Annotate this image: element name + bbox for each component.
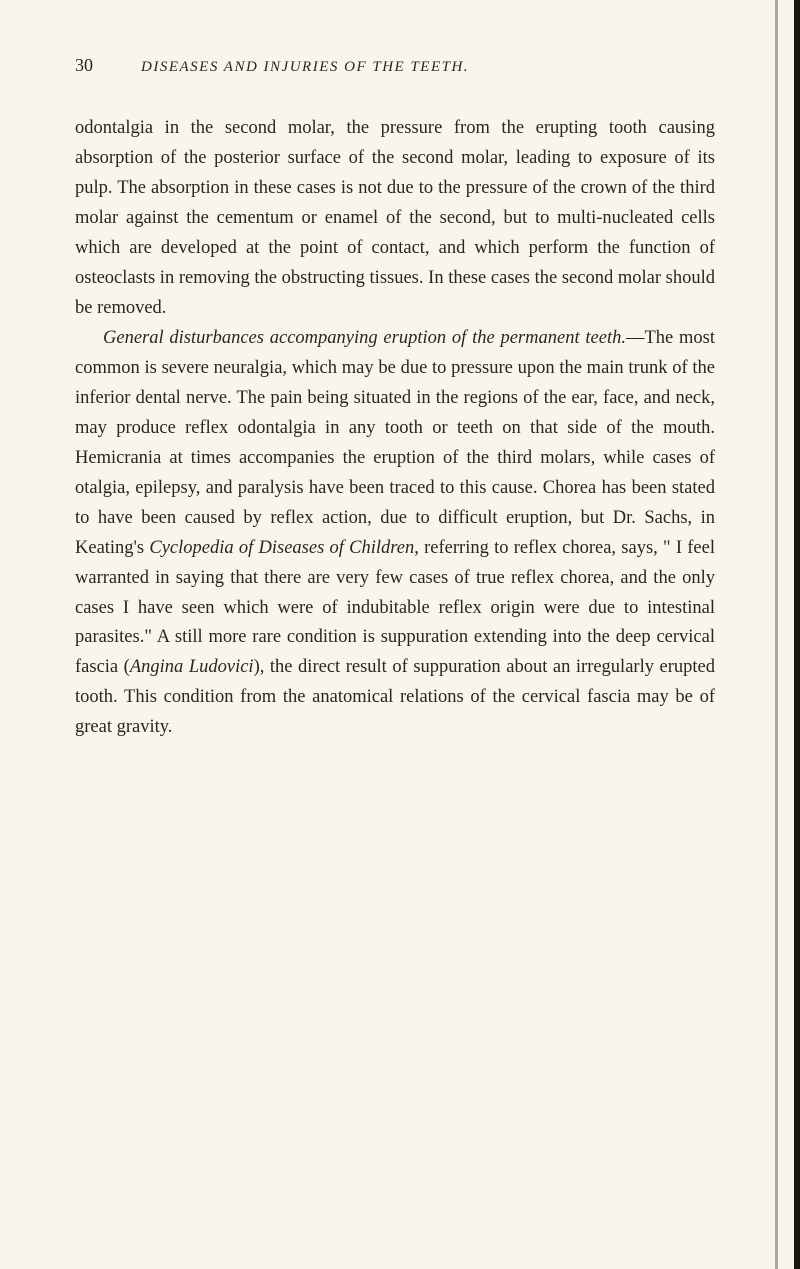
page-number: 30 (75, 55, 93, 76)
paragraph-2: General disturbances accompanying erupti… (75, 324, 715, 744)
running-title: DISEASES AND INJURIES OF THE TEETH. (141, 59, 469, 76)
body-text: odontalgia in the second molar, the pres… (75, 114, 715, 743)
p2-after-lead: —The most common is severe neuralgia, wh… (75, 328, 715, 558)
page-header: 30 DISEASES AND INJURIES OF THE TEETH. (75, 55, 715, 76)
p2-ital2: Angina Ludovici (130, 657, 254, 677)
page-edge-outer (794, 0, 800, 1269)
lead-italic: General disturbances accompanying erupti… (103, 328, 626, 348)
p2-ital1: Cyclopedia of Diseases of Children (149, 538, 414, 558)
paragraph-1: odontalgia in the second molar, the pres… (75, 114, 715, 324)
page-edge-inner (775, 0, 778, 1269)
